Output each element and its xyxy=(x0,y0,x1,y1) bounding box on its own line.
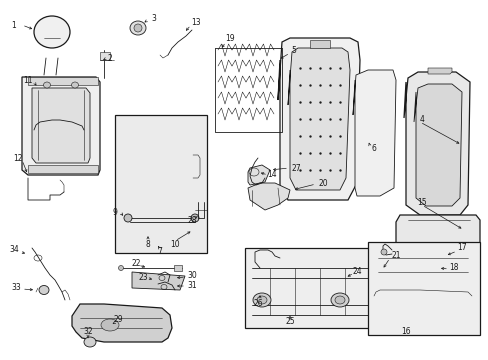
Text: 12: 12 xyxy=(13,153,23,162)
Polygon shape xyxy=(22,77,100,175)
Bar xyxy=(100,52,110,60)
Text: 6: 6 xyxy=(371,144,376,153)
Polygon shape xyxy=(287,48,349,190)
Text: 17: 17 xyxy=(456,243,466,252)
Bar xyxy=(28,165,98,173)
Text: 18: 18 xyxy=(448,264,458,273)
Ellipse shape xyxy=(71,82,79,88)
Text: 4: 4 xyxy=(419,116,424,125)
Bar xyxy=(174,265,182,271)
Text: 13: 13 xyxy=(191,18,201,27)
Polygon shape xyxy=(132,130,192,228)
Ellipse shape xyxy=(124,214,132,222)
Text: 14: 14 xyxy=(266,170,276,179)
Bar xyxy=(367,242,479,335)
Text: 23: 23 xyxy=(138,273,147,282)
Text: 1: 1 xyxy=(12,21,16,30)
Polygon shape xyxy=(427,68,451,74)
Ellipse shape xyxy=(118,266,123,270)
Text: 19: 19 xyxy=(225,33,234,42)
Polygon shape xyxy=(132,272,184,290)
Text: 32: 32 xyxy=(83,328,93,337)
Polygon shape xyxy=(371,250,473,278)
Ellipse shape xyxy=(334,296,345,304)
Polygon shape xyxy=(32,88,90,163)
Ellipse shape xyxy=(191,214,199,222)
Text: 27: 27 xyxy=(290,163,300,172)
Ellipse shape xyxy=(380,249,386,255)
Text: 5: 5 xyxy=(291,45,296,54)
Polygon shape xyxy=(395,215,479,250)
Text: 10: 10 xyxy=(170,239,180,248)
Polygon shape xyxy=(247,165,269,185)
Text: 21: 21 xyxy=(390,252,400,261)
Polygon shape xyxy=(413,84,461,206)
Text: 25: 25 xyxy=(285,318,294,327)
Ellipse shape xyxy=(257,296,266,304)
Polygon shape xyxy=(278,38,359,200)
Text: 26: 26 xyxy=(253,298,262,307)
Polygon shape xyxy=(403,72,469,215)
Polygon shape xyxy=(125,120,198,238)
Text: 15: 15 xyxy=(416,198,426,207)
Polygon shape xyxy=(352,70,395,196)
Text: 3: 3 xyxy=(151,14,156,23)
Polygon shape xyxy=(247,183,289,210)
Ellipse shape xyxy=(101,319,119,331)
Ellipse shape xyxy=(130,21,146,35)
Text: 31: 31 xyxy=(187,282,196,291)
Text: 30: 30 xyxy=(187,271,197,280)
Ellipse shape xyxy=(134,24,142,32)
Bar xyxy=(115,115,206,253)
Bar xyxy=(28,77,98,85)
Text: 33: 33 xyxy=(11,284,21,293)
Ellipse shape xyxy=(34,16,70,48)
Text: 29: 29 xyxy=(113,315,122,324)
Ellipse shape xyxy=(84,337,96,347)
Text: 24: 24 xyxy=(351,267,361,276)
Text: 22: 22 xyxy=(131,258,141,267)
Bar xyxy=(309,40,329,48)
Text: 8: 8 xyxy=(145,239,150,248)
Bar xyxy=(244,248,398,328)
Ellipse shape xyxy=(43,82,50,88)
Text: 20: 20 xyxy=(318,179,327,188)
Text: 2: 2 xyxy=(107,54,112,63)
Text: 28: 28 xyxy=(187,216,196,225)
Ellipse shape xyxy=(330,293,348,307)
Ellipse shape xyxy=(252,293,270,307)
Text: 11: 11 xyxy=(23,76,33,85)
Text: 34: 34 xyxy=(9,246,19,255)
Text: 7: 7 xyxy=(157,248,162,256)
Polygon shape xyxy=(369,296,475,330)
Polygon shape xyxy=(72,304,172,342)
Text: 9: 9 xyxy=(112,207,117,216)
Text: 16: 16 xyxy=(400,328,410,337)
Ellipse shape xyxy=(39,285,49,294)
